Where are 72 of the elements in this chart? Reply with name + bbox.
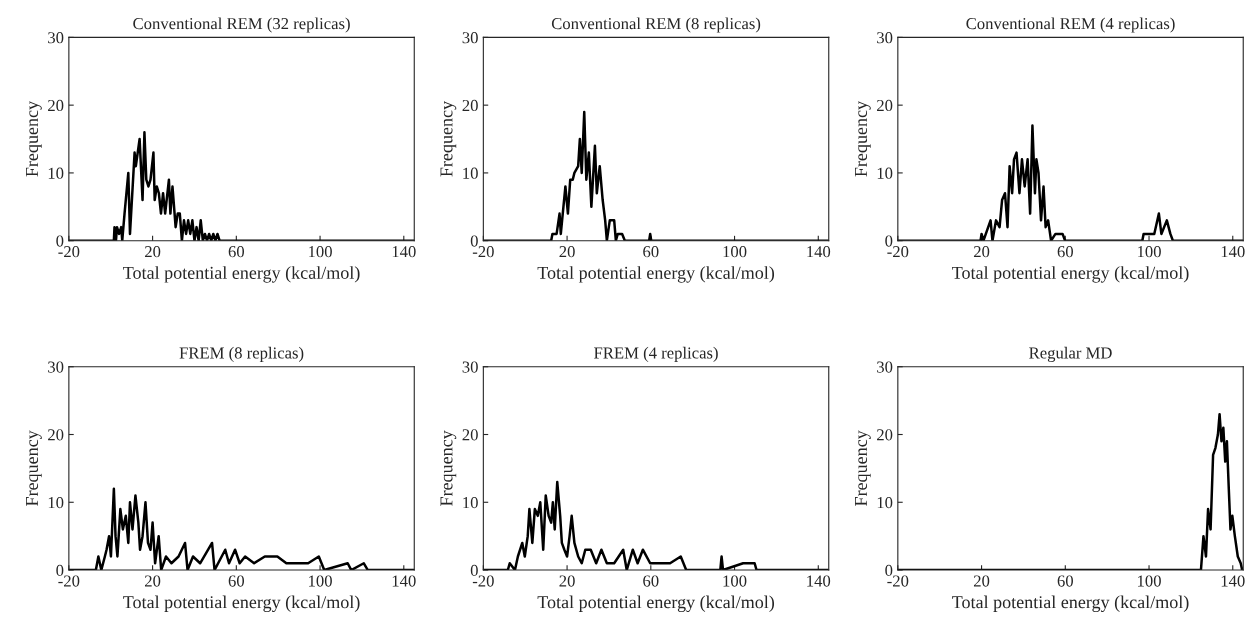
x-tick-label: 60 <box>643 246 659 258</box>
y-axis-title: Frequency <box>855 430 871 506</box>
x-axis-title: Total potential energy (kcal/mol) <box>952 266 1189 283</box>
y-tick-label: 0 <box>56 564 64 576</box>
x-tick-label: -20 <box>472 575 494 587</box>
y-tick-label: 20 <box>462 99 478 112</box>
x-axis-title: Total potential energy (kcal/mol) <box>123 266 360 283</box>
y-tick-label: 10 <box>463 496 478 509</box>
y-tick-label: 30 <box>48 361 64 373</box>
y-tick-label: 20 <box>877 429 893 441</box>
y-axis-title: Frequency <box>26 430 42 506</box>
x-tick-label: 140 <box>807 575 831 587</box>
chart-title: Conventional REM (32 replicas) <box>133 17 350 33</box>
chart-title: FREM (4 replicas) <box>594 346 718 362</box>
chart-title: Conventional REM (8 replicas) <box>551 17 761 33</box>
x-tick-label: 140 <box>1221 246 1245 258</box>
y-axis-title: Frequency <box>440 430 457 506</box>
x-tick-label: 60 <box>1057 246 1073 258</box>
x-tick-label: 60 <box>643 575 659 587</box>
x-tick-label: -20 <box>887 246 909 258</box>
x-tick-label: 140 <box>1221 575 1245 587</box>
y-tick-label: 30 <box>462 32 478 44</box>
x-axis-title: Total potential energy (kcal/mol) <box>123 595 360 612</box>
y-tick-label: 10 <box>463 167 478 179</box>
y-tick-label: 20 <box>877 99 893 112</box>
x-tick-label: 100 <box>1138 575 1161 587</box>
x-tick-label: 20 <box>144 246 161 258</box>
chart-title: Regular MD <box>1029 346 1112 362</box>
x-tick-label: 20 <box>973 575 990 587</box>
x-tick-label: 20 <box>559 246 575 258</box>
x-tick-label: 100 <box>723 575 747 587</box>
y-tick-label: 0 <box>470 235 478 247</box>
x-axis-title: Total potential energy (kcal/mol) <box>537 266 775 283</box>
x-tick-label: 100 <box>1138 246 1161 258</box>
y-tick-label: 0 <box>470 564 478 576</box>
y-tick-label: 20 <box>48 429 64 441</box>
y-tick-label: 10 <box>877 496 893 509</box>
chart-title: FREM (8 replicas) <box>179 346 304 362</box>
x-tick-label: 140 <box>392 575 416 587</box>
x-tick-label: -20 <box>887 575 909 587</box>
y-axis-title: Frequency <box>440 101 457 177</box>
y-tick-label: 30 <box>877 361 893 373</box>
x-tick-label: 20 <box>144 575 161 587</box>
y-tick-label: 30 <box>877 32 893 44</box>
chart-title: Conventional REM (4 replicas) <box>966 17 1175 33</box>
x-tick-label: 100 <box>309 246 332 258</box>
y-tick-label: 20 <box>462 429 478 441</box>
x-tick-label: 100 <box>309 575 332 587</box>
x-tick-label: 60 <box>1057 575 1073 587</box>
y-tick-label: 10 <box>48 167 64 179</box>
x-tick-label: 20 <box>973 246 990 258</box>
y-tick-label: 0 <box>885 235 893 247</box>
x-tick-label: 100 <box>723 246 747 258</box>
x-tick-label: 60 <box>228 575 245 587</box>
x-tick-label: 20 <box>559 575 575 587</box>
y-tick-label: 30 <box>462 361 478 373</box>
x-tick-label: -20 <box>58 575 80 587</box>
y-tick-label: 30 <box>48 32 64 44</box>
y-axis-title: Frequency <box>855 101 871 177</box>
x-tick-label: -20 <box>58 246 80 258</box>
y-tick-label: 0 <box>885 564 893 576</box>
y-axis-title: Frequency <box>26 101 42 177</box>
x-tick-label: 60 <box>228 246 245 258</box>
x-axis-title: Total potential energy (kcal/mol) <box>537 595 775 612</box>
x-axis-title: Total potential energy (kcal/mol) <box>952 595 1189 612</box>
y-tick-label: 0 <box>56 235 64 247</box>
y-tick-label: 10 <box>48 496 64 509</box>
x-tick-label: 140 <box>807 246 831 258</box>
x-tick-label: 140 <box>392 246 416 258</box>
y-tick-label: 20 <box>48 99 64 112</box>
y-tick-label: 10 <box>877 167 893 179</box>
x-tick-label: -20 <box>472 246 494 258</box>
